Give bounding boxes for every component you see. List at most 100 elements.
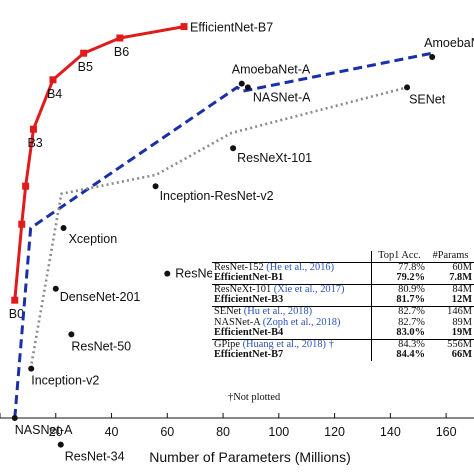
model-name: ResNeXt-101 (214, 283, 272, 295)
citation: (Zoph et al., 2018) (262, 316, 341, 328)
table-cell-acc: 80.9% (370, 284, 427, 296)
table-cell-model: EfficientNet-B3 (212, 295, 372, 307)
table-cell-acc: 83.0% (370, 327, 427, 340)
table-header-params: #Params (426, 250, 474, 263)
table-cell-acc: 84.3% (370, 339, 427, 351)
model-point-label: AmoebaNet-C (424, 36, 474, 50)
table-cell-acc: 84.4% (370, 350, 427, 361)
x-tick-label: 100 (268, 425, 289, 439)
series-layer: B0 B3 B4 B5 B6 EfficientNet-B7 (9, 21, 433, 419)
model-point (230, 145, 237, 152)
table-row: EfficientNet-B3 81.7% 12M (212, 295, 474, 307)
efficientnet-label: B3 (27, 136, 42, 150)
table-cell-params: 12M (426, 295, 474, 307)
x-tick-label: 140 (380, 425, 401, 439)
table-row: ResNet-152 (He et al., 2016) 77.8% 60M (212, 261, 474, 274)
table-cell-params: 89M (452, 316, 472, 328)
table-cell-model: EfficientNet-B4 (212, 327, 372, 340)
model-point-label: Inception-ResNet-v2 (160, 189, 274, 203)
model-point-label: ResNet-50 (71, 339, 131, 353)
table-row: EfficientNet-B4 83.0% 19M (212, 327, 474, 340)
x-tick-label: 40 (105, 425, 119, 439)
table-row: EfficientNet-B7 84.4% 66M (212, 350, 474, 361)
model-point (11, 415, 18, 421)
table-row: SENet (Hu et al., 2018) 82.7% 146M (212, 305, 474, 318)
table-footnote: †Not plotted (228, 392, 281, 403)
model-point (429, 54, 436, 60)
table-cell-model: ResNeXt-101 (Xie et al., 2017) (212, 284, 371, 295)
model-name: EfficientNet-B1 (214, 272, 284, 284)
model-name: SENet (214, 305, 242, 317)
table-cell-acc: 81.7% (370, 295, 427, 307)
table-cell-params: 19M (426, 327, 474, 340)
model-name: EfficientNet-B7 (214, 349, 284, 361)
x-tick-label: 20 (49, 425, 63, 439)
table-row: GPipe (Huang et al., 2018) † 84.3% 556M (212, 338, 474, 351)
efficientnet-label: B4 (47, 87, 62, 101)
x-tick-label: 80 (216, 425, 230, 439)
model-point (28, 365, 35, 372)
x-ticks: 20 40 60 80 100 120 140 160 (0, 413, 457, 439)
table-header-row: Top1 Acc. #Params (212, 250, 474, 263)
table-cell-acc: 82.7% (370, 317, 427, 329)
table-cell-model: SENet (Hu et al., 2018) (212, 306, 371, 317)
citation: (He et al., 2016) (266, 261, 335, 273)
efficientnet-label: B6 (114, 45, 129, 59)
efficientnet-point (180, 23, 188, 31)
table-header-model (212, 251, 372, 263)
model-point (57, 441, 64, 448)
table-cell-params: 146M (447, 305, 472, 317)
efficientnet-point (49, 76, 57, 84)
series-line (13, 51, 433, 419)
efficientnet-point (116, 34, 124, 42)
model-point (164, 270, 171, 277)
table-row: NASNet-A (Zoph et al., 2018) 82.7% 89M (212, 316, 474, 329)
table-cell-model: EfficientNet-B1 (212, 272, 372, 285)
table-cell-model: NASNet-A (Zoph et al., 2018) (212, 316, 371, 329)
efficientnet-point (11, 296, 19, 304)
efficientnet-point (22, 182, 30, 190)
table-row: ResNeXt-101 (Xie et al., 2017) 80.9% 84M (212, 284, 474, 296)
table-row: EfficientNet-B1 79.2% 7.8M (212, 272, 474, 285)
efficientnet-point (80, 49, 88, 57)
model-name: EfficientNet-B4 (214, 327, 284, 339)
efficientnet-label: EfficientNet-B7 (190, 21, 273, 35)
model-point (60, 225, 67, 231)
model-point-label: ResNeXt-101 (237, 151, 312, 165)
table-cell-params: 66M (451, 349, 472, 361)
table-cell-params: 7.8M (426, 272, 474, 285)
table-cell-acc: 77.8% (370, 262, 427, 274)
model-point-label: Xception (69, 232, 118, 246)
model-point (238, 80, 245, 87)
model-point-label: AmoebaNet-A (232, 63, 311, 77)
model-name: GPipe (214, 338, 240, 350)
citation: (Huang et al., 2018) † (242, 338, 334, 350)
efficientnet-label: B0 (9, 307, 24, 321)
x-tick-label: 60 (160, 425, 174, 439)
citation: (Xie et al., 2017) (273, 283, 345, 295)
x-tick-label: 120 (324, 425, 345, 439)
efficientnet-point (29, 125, 37, 133)
model-point (404, 84, 411, 91)
table-cell-model: EfficientNet-B7 (212, 350, 371, 361)
table-cell-model: GPipe (Huang et al., 2018) † (212, 339, 371, 350)
model-point-label: Inception-v2 (31, 374, 99, 388)
model-point-label: NASNet-A (253, 90, 311, 104)
model-point-label: NASNet-A (15, 423, 73, 437)
model-point-label: ResNet-34 (65, 450, 125, 464)
efficientnet-label: B5 (78, 60, 93, 74)
series-line (13, 25, 185, 301)
model-point (52, 285, 59, 292)
model-name: NASNet-A (214, 316, 261, 328)
table-cell-params: 60M (452, 261, 472, 273)
citation: (Hu et al., 2018) (243, 305, 313, 317)
model-point (244, 84, 251, 91)
model-point-label: SENet (409, 92, 446, 106)
model-point-label: DenseNet-201 (60, 290, 141, 304)
table-cell-params: 556M (447, 338, 472, 350)
table-cell-acc: 82.7% (370, 306, 427, 318)
efficientnet-point (18, 220, 26, 228)
comparison-table: Top1 Acc. #Params ResNet-152 (He et al.,… (212, 250, 474, 361)
model-name: ResNet-152 (214, 261, 264, 273)
